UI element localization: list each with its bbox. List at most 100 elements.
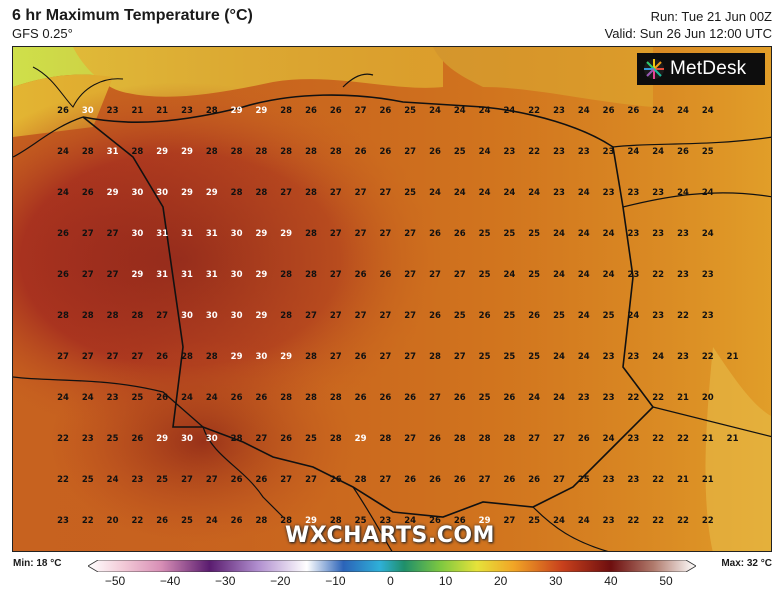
grid-value: 27 [305,311,317,321]
grid-value: 23 [652,311,665,321]
grid-value: 24 [627,311,640,321]
grid-value: 23 [652,229,665,239]
temperature-map[interactable]: 26 30 23 21 21 23 28 29 29 28 26 26 27 26 25 24 24 24 24 22… [12,46,772,552]
grid-value: 28 [181,352,193,362]
grid-value: 22 [627,393,640,403]
grid-value: 27 [106,352,119,362]
grid-value: 23 [577,393,590,403]
grid-value: 27 [404,147,417,157]
metdesk-logo: MetDesk [637,53,765,85]
grid-value: 27 [329,188,342,198]
grid-value: 23 [627,352,640,362]
grid-value: 22 [677,516,689,526]
grid-value: 23 [677,229,689,239]
grid-value: 21 [726,434,739,444]
grid-value: 22 [652,434,665,444]
grid-value: 20 [701,393,714,403]
legend-tick: −30 [215,574,236,588]
grid-value: 26 [81,188,94,198]
grid-value: 26 [255,393,268,403]
grid-value: 24 [528,393,541,403]
grid-value: 24 [553,352,565,362]
grid-value: 27 [503,516,516,526]
grid-value: 29 [255,270,268,280]
grid-value: 24 [577,516,590,526]
grid-value: 31 [106,147,119,157]
grid-value: 30 [156,188,169,198]
grid-value: 28 [255,516,268,526]
grid-value: 28 [305,147,317,157]
grid-value: 27 [379,352,392,362]
grid-value: 23 [553,106,565,116]
grid-value: 24 [553,393,565,403]
color-bar [88,560,696,572]
grid-value: 28 [205,106,218,116]
grid-value: 24 [577,229,590,239]
grid-value: 23 [652,188,665,198]
grid-value: 23 [602,188,615,198]
grid-value: 26 [379,147,392,157]
grid-value: 23 [701,270,714,280]
grid-value: 31 [205,229,218,239]
grid-value: 25 [81,475,94,485]
value-grid: 26 30 23 21 21 23 28 29 29 28 26 26 27 26 25 24 24 24 24 22… [13,47,771,551]
grid-value: 28 [106,311,119,321]
grid-value: 24 [453,188,466,198]
grid-value: 25 [528,516,541,526]
grid-value: 28 [205,352,218,362]
grid-value: 26 [453,393,466,403]
grid-value: 22 [652,475,665,485]
grid-value: 26 [156,352,169,362]
grid-value: 27 [354,106,367,116]
grid-value: 22 [677,311,689,321]
grid-value: 27 [329,270,342,280]
grid-value: 23 [602,352,615,362]
grid-value: 23 [701,311,714,321]
grid-value: 27 [81,352,94,362]
grid-value: 27 [354,311,367,321]
grid-value: 26 [627,106,640,116]
grid-value: 23 [602,393,615,403]
grid-value: 28 [81,311,94,321]
grid-value: 26 [577,434,590,444]
grid-value: 27 [379,475,392,485]
grid-value: 27 [131,352,144,362]
grid-value: 22 [627,516,640,526]
grid-value: 21 [677,475,689,485]
grid-value: 30 [255,352,268,362]
chart-header: 6 hr Maximum Temperature (°C) GFS 0.25° … [0,0,784,46]
grid-value: 26 [453,475,466,485]
legend-tick: 10 [438,574,453,588]
grid-value: 27 [478,475,491,485]
grid-value: 29 [305,516,317,526]
grid-value: 25 [453,147,466,157]
grid-value: 25 [503,311,516,321]
grid-value: 28 [280,393,293,403]
grid-value: 27 [205,475,218,485]
max-label: Max: 32 °C [721,558,772,569]
grid-value: 24 [106,475,119,485]
grid-value: 26 [404,393,417,403]
grid-value: 22 [701,352,714,362]
grid-value: 29 [255,311,268,321]
grid-value: 27 [156,311,169,321]
grid-value: 24 [429,188,441,198]
grid-value: 29 [181,188,193,198]
grid-value: 27 [329,311,342,321]
grid-value: 27 [255,434,268,444]
grid-value: 28 [230,188,243,198]
grid-value: 26 [255,475,268,485]
grid-value: 24 [677,106,689,116]
grid-value: 29 [354,434,367,444]
legend-tick: 20 [494,574,508,588]
grid-value: 21 [156,106,169,116]
grid-value: 23 [379,516,392,526]
grid-value: 27 [57,352,69,362]
grid-value: 29 [280,352,293,362]
grid-value: 24 [429,106,441,116]
grid-value: 24 [577,311,590,321]
grid-value: 23 [602,516,615,526]
grid-value: 28 [429,352,441,362]
grid-value: 27 [106,270,119,280]
grid-value: 24 [503,188,516,198]
